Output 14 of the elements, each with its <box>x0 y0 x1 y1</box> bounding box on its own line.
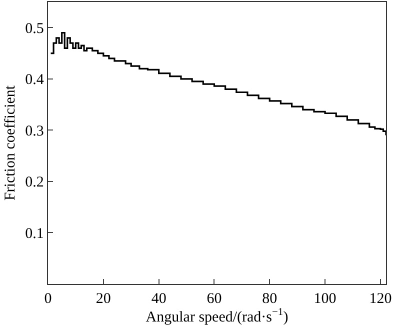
y-tick-label: 0.3 <box>25 123 44 140</box>
x-tick-label: 0 <box>44 291 52 308</box>
y-tick-label: 0.1 <box>25 226 44 242</box>
x-tick-label: 120 <box>369 291 392 308</box>
x-tick-label: 20 <box>96 291 111 308</box>
y-axis-title: Friction coefficient <box>2 84 18 201</box>
x-tick-label: 40 <box>151 291 166 308</box>
x-tick-label: 60 <box>206 291 222 308</box>
x-tick-label: 100 <box>314 291 336 308</box>
y-tick-label: 0.2 <box>25 174 44 191</box>
y-tick-label: 0.5 <box>25 20 44 37</box>
y-tick-label: 0.4 <box>25 72 44 88</box>
x-axis-title: Angular speed/(rad·s$^{−1}$) <box>146 307 288 326</box>
x-tick-label: 80 <box>262 291 278 308</box>
